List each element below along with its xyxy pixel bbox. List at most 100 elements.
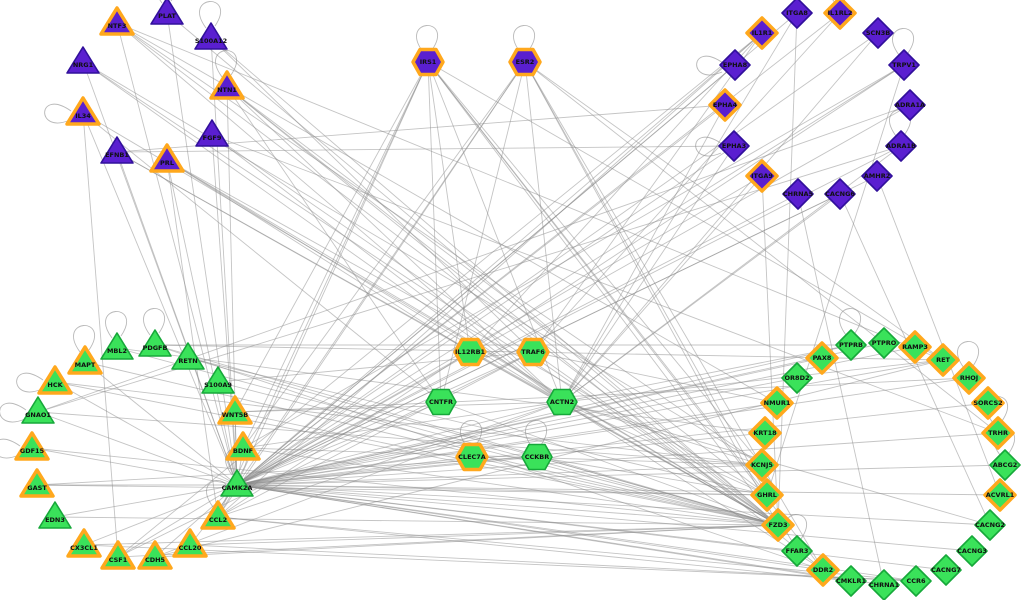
edge-camk2a-ret [236,359,944,486]
node-pdgfb[interactable]: PDGFB [138,329,172,357]
edge-esr2-trhr [524,61,999,434]
triangle-shape [194,22,228,50]
node-mbl2[interactable]: MBL2 [100,332,134,360]
triangle-shape [149,143,185,173]
edge-gdf15-fzd3 [31,447,779,526]
hexagon-shape [453,337,487,367]
edge-clec7a-fzd3 [471,456,779,526]
node-ddr2[interactable]: DDR2 [806,553,840,587]
node-ccl2[interactable]: CCL2 [200,500,236,530]
diamond-shape [835,329,867,361]
node-cx3cl1[interactable]: CX3CL1 [66,528,102,558]
node-esr2[interactable]: ESR2 [508,47,542,77]
node-krt18[interactable]: KRT18 [748,416,782,450]
node-il1r1[interactable]: IL1R1 [745,16,779,50]
node-abcg2[interactable]: ABCG2 [989,449,1021,481]
node-amhr2[interactable]: AMHR2 [861,160,893,192]
node-ntn1[interactable]: NTN1 [209,70,245,100]
node-ccr6[interactable]: CCR6 [900,565,932,597]
diamond-shape [824,178,856,210]
diamond-shape [868,569,900,600]
edge-actn2-wnt5b [234,401,563,413]
node-itga8[interactable]: ITGA8 [781,0,813,29]
triangle-shape [150,0,184,25]
edge-epha8-camk2a [236,64,736,486]
edge-gast-ghrl [36,484,768,496]
node-hck[interactable]: HCK [37,365,73,395]
edge-epha4-actn2 [561,104,726,403]
edge-fgf9-trhr [211,134,999,434]
triangle-shape [220,469,254,497]
node-trpv1[interactable]: TRPV1 [888,49,920,81]
node-il34[interactable]: IL34 [65,96,101,126]
triangle-shape [100,136,134,164]
edge-epha4-camk2a [236,104,726,486]
node-actn2[interactable]: ACTN2 [546,388,578,416]
edge-camk2a-ccr6 [236,484,917,582]
edge-trpv1-bdnf [242,64,905,449]
node-clec7a[interactable]: CLEC7A [455,442,489,472]
edge-camk2a-fzd3 [236,484,779,526]
edge-camk2a-cacng7 [236,484,947,571]
node-acvrl1[interactable]: ACVRL1 [983,478,1017,512]
node-cckbr[interactable]: CCKBR [521,443,553,471]
node-irs1[interactable]: IRS1 [411,47,445,77]
diamond-shape [989,449,1021,481]
self-loop-epha8 [696,55,724,76]
node-chrna5[interactable]: CHRNA5 [782,178,814,210]
edge-irs1-kcnj5 [427,61,763,466]
node-ptprb[interactable]: PTPRB [835,329,867,361]
node-ntf3[interactable]: NTF3 [99,6,135,36]
node-fgf9[interactable]: FGF9 [195,119,229,147]
node-ptpro[interactable]: PTPRO [868,327,900,359]
diamond-shape [974,509,1006,541]
self-loop-gnao1 [0,402,27,423]
node-trhr[interactable]: TRHR [981,416,1015,450]
node-gdf15[interactable]: GDF15 [14,431,50,461]
triangle-shape [217,395,253,425]
node-ccl20[interactable]: CCL20 [172,528,208,558]
node-il12rb1[interactable]: IL12RB1 [453,337,487,367]
node-cntfr[interactable]: CNTFR [425,388,457,416]
node-gast[interactable]: GAST [19,468,55,498]
node-il1rl2[interactable]: IL1RL2 [823,0,857,30]
node-chrna1[interactable]: CHRNA1 [868,569,900,600]
diamond-shape [745,159,779,193]
node-mapt[interactable]: MAPT [67,345,103,375]
edge-mapt-fzd3 [84,361,779,526]
node-cacng2[interactable]: CACNG2 [974,509,1006,541]
node-ret[interactable]: RET [926,343,960,377]
edge-camk2a-rhoj [236,377,970,486]
edge-esr2-ccl2 [217,61,526,518]
node-epha8[interactable]: EPHA8 [719,49,751,81]
self-loop-epha3 [695,136,723,157]
edge-csf1-camk2a [117,484,238,558]
edge-cx3cl1-fzd3 [83,524,779,546]
diamond-shape [885,130,917,162]
edge-s100a12-fzd3 [210,37,779,526]
node-s100a12[interactable]: S100A12 [194,22,228,50]
node-plat[interactable]: PLAT [150,0,184,25]
edge-epha3-camk2a [236,145,735,486]
node-nrg1[interactable]: NRG1 [66,46,100,74]
diamond-shape [823,0,857,30]
node-adra1b[interactable]: ADRA1B [885,130,917,162]
edge-camk2a-acvrl1 [236,484,1001,496]
edge-cx3cl1-ccr6 [83,544,917,582]
node-gnao1[interactable]: GNAO1 [21,396,55,424]
edge-il1r1-il12rb1 [469,32,763,353]
edge-adra1b-camk2a [236,145,902,486]
node-cacng7[interactable]: CACNG7 [930,554,962,586]
node-adra1a[interactable]: ADRA1A [894,89,926,121]
edge-il34-camk2a [82,112,238,486]
node-sorcs2[interactable]: SORCS2 [971,386,1005,420]
edge-ccl20-ccr6 [189,544,917,582]
node-cacng3[interactable]: CACNG3 [956,535,988,567]
node-wnt5b[interactable]: WNT5B [217,395,253,425]
node-traf6[interactable]: TRAF6 [516,337,550,367]
edge-traf6-camk2a [236,351,534,486]
node-scn3b[interactable]: SCN3B [862,17,894,49]
node-nmur1[interactable]: NMUR1 [760,386,794,420]
